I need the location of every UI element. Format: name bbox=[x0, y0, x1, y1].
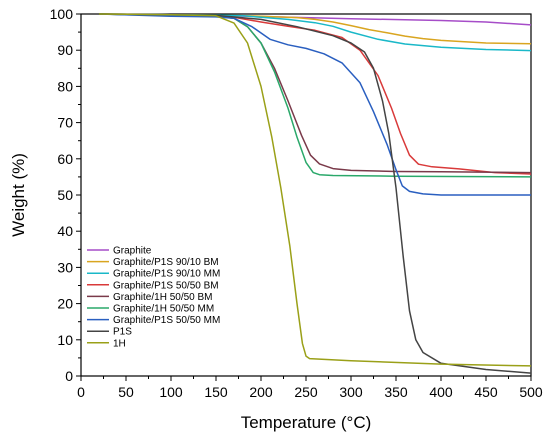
series-line-7 bbox=[98, 13, 531, 196]
legend-label: Graphite/P1S 90/10 BM bbox=[113, 257, 219, 268]
legend-label: Graphite/P1S 50/50 BM bbox=[113, 280, 219, 291]
series-line-6 bbox=[98, 13, 532, 178]
x-tick-label: 350 bbox=[384, 384, 408, 400]
y-tick-label: 0 bbox=[65, 368, 73, 384]
legend-label: Graphite/1H 50/50 BM bbox=[113, 292, 213, 303]
x-tick-label: 450 bbox=[474, 384, 498, 400]
y-axis-label: Weight (%) bbox=[9, 153, 28, 237]
legend-label: Graphite/1H 50/50 MM bbox=[113, 304, 214, 315]
series-line-5 bbox=[98, 13, 532, 174]
x-tick-label: 400 bbox=[429, 384, 453, 400]
series-line-8 bbox=[98, 13, 532, 374]
legend-label: Graphite/P1S 50/50 MM bbox=[113, 315, 220, 326]
x-axis-label: Temperature (°C) bbox=[241, 413, 372, 432]
x-tick-label: 250 bbox=[294, 384, 318, 400]
legend-label: Graphite bbox=[113, 246, 152, 257]
x-tick-label: 200 bbox=[249, 384, 273, 400]
x-tick-label: 500 bbox=[519, 384, 543, 400]
x-tick-label: 100 bbox=[159, 384, 183, 400]
x-tick-label: 0 bbox=[77, 384, 85, 400]
x-tick-label: 50 bbox=[118, 384, 134, 400]
y-tick-label: 70 bbox=[57, 115, 73, 131]
y-tick-label: 50 bbox=[57, 187, 73, 203]
y-tick-label: 60 bbox=[57, 151, 73, 167]
series-line-4 bbox=[98, 13, 532, 175]
y-tick-label: 40 bbox=[57, 223, 73, 239]
legend-label: Graphite/P1S 90/10 MM bbox=[113, 269, 220, 280]
y-tick-label: 90 bbox=[57, 42, 73, 58]
y-tick-label: 30 bbox=[57, 259, 73, 275]
x-tick-label: 150 bbox=[204, 384, 228, 400]
x-tick-label: 300 bbox=[339, 384, 363, 400]
y-tick-label: 20 bbox=[57, 296, 73, 312]
y-tick-label: 80 bbox=[57, 78, 73, 94]
legend-label: P1S bbox=[113, 327, 132, 338]
y-tick-label: 10 bbox=[57, 332, 73, 348]
y-tick-label: 100 bbox=[50, 6, 74, 22]
legend-label: 1H bbox=[113, 338, 126, 349]
series-line-9 bbox=[98, 13, 532, 367]
